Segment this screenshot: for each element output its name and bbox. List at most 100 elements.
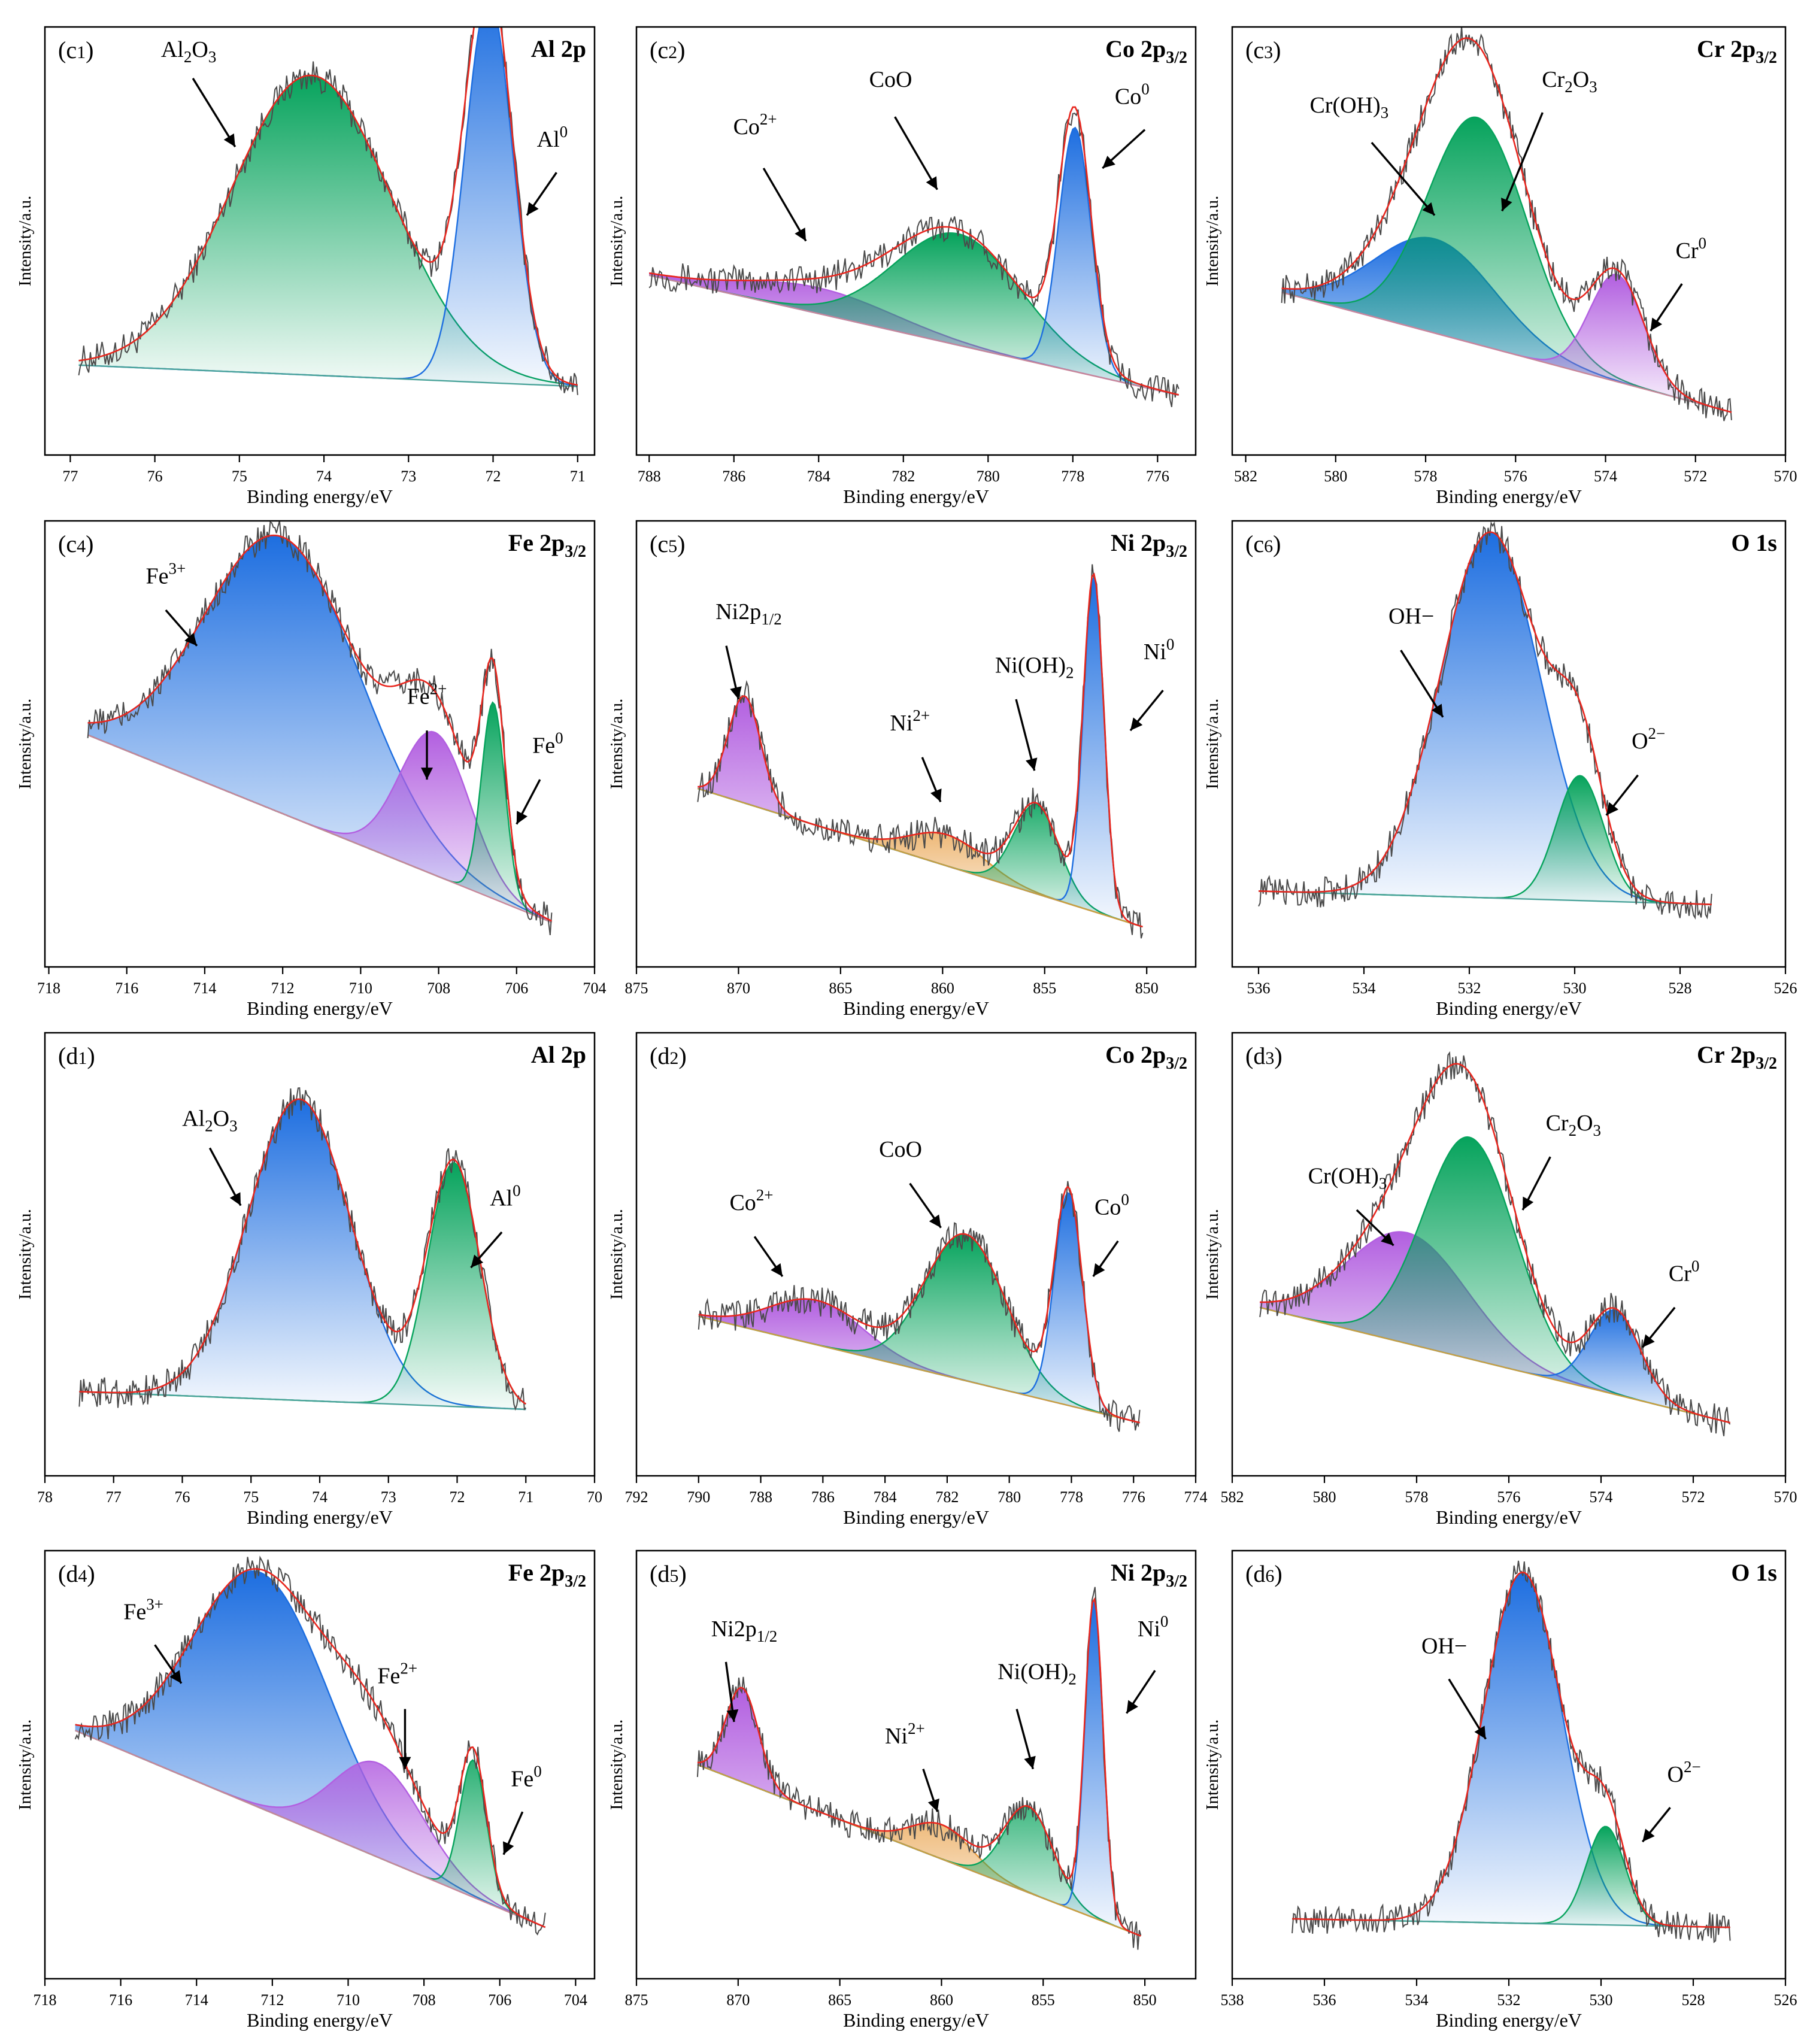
x-axis-label: Binding energy/eV: [247, 486, 393, 507]
x-tick-label: 534: [1353, 979, 1376, 997]
panel-label: (d5): [650, 1560, 687, 1587]
plot-frame: [44, 520, 596, 968]
raw-spectrum: [1281, 27, 1732, 421]
x-axis-label: Binding energy/eV: [1436, 2009, 1582, 2031]
arrow-head: [771, 1263, 783, 1276]
panel-d5: 875 870 865 860 855 850 Binding energy/eV Inten…: [607, 1549, 1197, 2031]
annotation-0: Ni2p1/2: [715, 599, 782, 700]
annotation-1: Al0: [526, 123, 568, 216]
peak-fill-2: [1281, 274, 1732, 413]
annotation-0: Cr(OH)3: [1308, 1164, 1394, 1247]
annotation-0: Co2+: [733, 110, 807, 242]
panel-label: (c5): [650, 530, 685, 557]
arrow-head: [1422, 202, 1435, 216]
panel-title: Al 2p: [531, 1041, 586, 1068]
x-tick-label: 712: [271, 979, 295, 997]
x-tick-label: 712: [260, 1991, 284, 2009]
annotation-label: Cr2O3: [1542, 67, 1597, 96]
annotation-label: Ni(OH)2: [998, 1660, 1077, 1688]
annotation-arrow: [1371, 141, 1436, 216]
x-tick-label: 528: [1669, 979, 1692, 997]
fit-envelope: [1260, 1063, 1730, 1424]
y-axis-label: Intensity/a.u.: [607, 196, 626, 286]
panel-title: O 1s: [1731, 1559, 1777, 1586]
x-tick-label: 850: [1133, 1991, 1157, 2009]
annotation-label: Fe0: [532, 729, 563, 758]
x-tick-label: 71: [570, 468, 586, 485]
x-tick-label: 74: [316, 468, 332, 485]
baseline: [697, 1764, 1141, 1937]
x-axis-label: Binding energy/eV: [843, 997, 989, 1019]
panel-label: (c2): [650, 37, 685, 63]
fit-envelope: [649, 106, 1179, 396]
peak-fill-1: [1260, 1137, 1730, 1423]
y-axis-label: Intensity/a.u.: [1203, 1209, 1222, 1299]
annotation-0: Al2O3: [161, 37, 237, 148]
x-tick-label: 714: [185, 1991, 208, 2009]
arrow-head: [1026, 757, 1038, 771]
annotation-label: Cr2O3: [1546, 1111, 1601, 1139]
plot-frame: [1231, 520, 1787, 968]
panel-title: Co 2p3/2: [1105, 1041, 1187, 1073]
y-axis-label: Intensity/a.u.: [16, 1719, 35, 1810]
panel-d3: 582 580 578 576 574 572 570 Binding energy/eV In…: [1203, 1032, 1797, 1528]
peak-fill-3: [697, 1602, 1141, 1936]
annotation-label: OH−: [1421, 1634, 1467, 1659]
baseline: [698, 1315, 1140, 1424]
x-tick-label: 528: [1682, 1991, 1705, 2009]
panel-label: (d2): [650, 1042, 687, 1069]
fit-envelope: [697, 1597, 1141, 1937]
panel-label: (d3): [1245, 1042, 1283, 1069]
x-tick-label: 538: [1221, 1991, 1244, 2009]
raw-spectrum: [648, 109, 1180, 408]
annotation-label: Ni0: [1144, 635, 1175, 665]
annotation-label: Cr0: [1675, 234, 1706, 263]
annotation-arrow: [192, 77, 237, 148]
x-tick-label: 716: [115, 979, 138, 997]
annotation-0: OH−: [1388, 604, 1444, 718]
baseline: [78, 364, 578, 387]
x-tick-label: 778: [1061, 468, 1084, 485]
annotation-0: Fe3+: [123, 1595, 183, 1684]
fit-envelope: [87, 534, 552, 922]
x-tick-label: 582: [1234, 468, 1257, 485]
x-tick-label: 70: [587, 1488, 602, 1506]
fit-envelope: [79, 1098, 527, 1405]
annotation-label: Fe3+: [123, 1595, 163, 1624]
annotation-label: Ni2+: [890, 706, 930, 736]
x-tick-label: 536: [1313, 1991, 1336, 2009]
x-tick-label: 576: [1497, 1488, 1521, 1506]
x-axis-label: Binding energy/eV: [247, 997, 393, 1019]
panel-c2: 788 786 784 782 780 778 776 Binding energy/eV In…: [607, 26, 1197, 507]
annotation-label: Ni2p1/2: [711, 1617, 778, 1645]
arrow-head: [503, 1841, 514, 1855]
x-tick-label: 718: [37, 979, 60, 997]
x-tick-label: 860: [931, 979, 954, 997]
annotation-label: Ni2+: [885, 1719, 925, 1749]
arrow-head: [527, 202, 539, 216]
x-tick-label: 780: [977, 468, 1000, 485]
arrow-head: [1093, 1263, 1105, 1276]
x-tick-label: 786: [811, 1488, 835, 1506]
panel-label: (c3): [1245, 37, 1281, 63]
panel-c5: 875 870 865 860 855 850 Binding energy/eV Inten…: [607, 520, 1197, 1019]
x-tick-label: 580: [1324, 468, 1347, 485]
peak-fill-1: [79, 1163, 526, 1409]
arrow-head: [1024, 1755, 1036, 1769]
plot-frame: [44, 1549, 596, 1980]
annotation-2: Ni(OH)2: [998, 1660, 1077, 1770]
x-tick-label: 78: [37, 1488, 53, 1506]
y-axis-label: Intensity/a.u.: [607, 1719, 626, 1810]
x-tick-label: 875: [625, 1991, 648, 2009]
annotation-label: Fe2+: [377, 1660, 417, 1689]
annotation-1: CoO: [879, 1137, 942, 1229]
fit-envelope: [1258, 531, 1712, 905]
x-tick-label: 784: [807, 468, 830, 485]
arrow-head: [795, 228, 807, 241]
annotation-2: Cr0: [1641, 1257, 1699, 1348]
arrow-head: [929, 1214, 941, 1228]
x-tick-label: 77: [62, 468, 78, 485]
x-tick-label: 782: [935, 1488, 959, 1506]
annotation-label: O2−: [1632, 724, 1665, 754]
arrow-head: [471, 1254, 484, 1268]
